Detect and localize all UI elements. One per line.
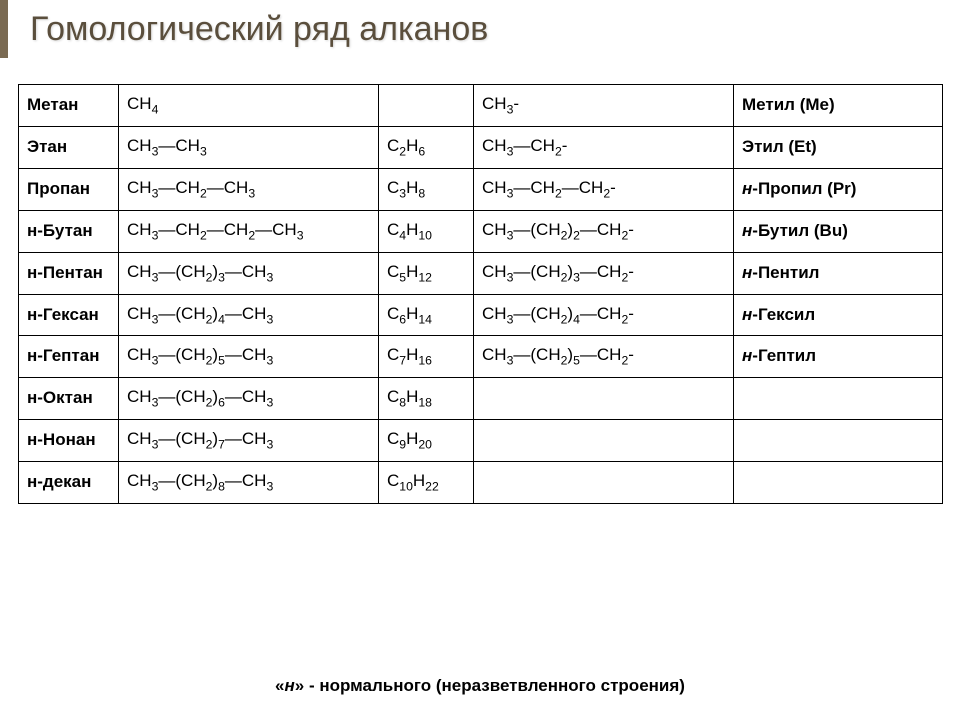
alkane-name: Пропан <box>19 168 119 210</box>
alkane-formula <box>379 85 474 127</box>
alkane-structure: CH3—CH3 <box>119 126 379 168</box>
radical-structure: CH3—(CH2)3—CH2- <box>474 252 734 294</box>
radical-name: н-Пропил (Pr) <box>734 168 943 210</box>
alkane-name: н-Нонан <box>19 420 119 462</box>
table-row: н-НонанCH3—(CH2)7—CH3C9H20 <box>19 420 943 462</box>
homologous-table-wrap: МетанCH4CH3-Метил (Me)ЭтанCH3—CH3C2H6CH3… <box>18 84 942 504</box>
radical-name <box>734 420 943 462</box>
table-row: ПропанCH3—CH2—CH3C3H8CH3—CH2—CH2-н-Пропи… <box>19 168 943 210</box>
alkane-structure: CH3—CH2—CH2—CH3 <box>119 210 379 252</box>
footnote: «н» - нормального (неразветвленного стро… <box>0 676 960 696</box>
alkane-structure: CH3—(CH2)6—CH3 <box>119 378 379 420</box>
radical-structure: CH3—(CH2)4—CH2- <box>474 294 734 336</box>
alkane-formula: C8H18 <box>379 378 474 420</box>
radical-name: Этил (Et) <box>734 126 943 168</box>
alkane-formula: C5H12 <box>379 252 474 294</box>
radical-name <box>734 462 943 504</box>
alkane-formula: C2H6 <box>379 126 474 168</box>
homologous-table: МетанCH4CH3-Метил (Me)ЭтанCH3—CH3C2H6CH3… <box>18 84 943 504</box>
table-row: ЭтанCH3—CH3C2H6CH3—CH2-Этил (Et) <box>19 126 943 168</box>
radical-name: н-Пентил <box>734 252 943 294</box>
table-row: МетанCH4 CH3-Метил (Me) <box>19 85 943 127</box>
alkane-name: н-декан <box>19 462 119 504</box>
alkane-structure: CH3—(CH2)3—CH3 <box>119 252 379 294</box>
alkane-name: н-Гексан <box>19 294 119 336</box>
table-row: н-ПентанCH3—(CH2)3—CH3C5H12CH3—(CH2)3—CH… <box>19 252 943 294</box>
radical-name: Метил (Me) <box>734 85 943 127</box>
radical-structure: CH3—CH2- <box>474 126 734 168</box>
radical-structure: CH3—(CH2)2—CH2- <box>474 210 734 252</box>
radical-name: н-Бутил (Bu) <box>734 210 943 252</box>
alkane-formula: C7H16 <box>379 336 474 378</box>
alkane-formula: C9H20 <box>379 420 474 462</box>
radical-structure <box>474 462 734 504</box>
alkane-formula: C6H14 <box>379 294 474 336</box>
alkane-name: н-Пентан <box>19 252 119 294</box>
radical-structure: CH3—(CH2)5—CH2- <box>474 336 734 378</box>
table-row: н-ГексанCH3—(CH2)4—CH3C6H14CH3—(CH2)4—CH… <box>19 294 943 336</box>
radical-name <box>734 378 943 420</box>
alkane-structure: CH3—(CH2)8—CH3 <box>119 462 379 504</box>
table-row: н-ГептанCH3—(CH2)5—CH3C7H16CH3—(CH2)5—CH… <box>19 336 943 378</box>
radical-name: н-Гептил <box>734 336 943 378</box>
radical-structure: CH3- <box>474 85 734 127</box>
table-row: н-БутанCH3—CH2—CH2—CH3C4H10CH3—(CH2)2—CH… <box>19 210 943 252</box>
alkane-structure: CH3—(CH2)5—CH3 <box>119 336 379 378</box>
radical-structure <box>474 378 734 420</box>
alkane-name: н-Октан <box>19 378 119 420</box>
table-row: н-ОктанCH3—(CH2)6—CH3C8H18 <box>19 378 943 420</box>
alkane-name: Метан <box>19 85 119 127</box>
table-row: н-деканCH3—(CH2)8—CH3C10H22 <box>19 462 943 504</box>
radical-structure: CH3—CH2—CH2- <box>474 168 734 210</box>
radical-name: н-Гексил <box>734 294 943 336</box>
alkane-name: н-Гептан <box>19 336 119 378</box>
alkane-formula: C3H8 <box>379 168 474 210</box>
alkane-formula: C10H22 <box>379 462 474 504</box>
alkane-name: н-Бутан <box>19 210 119 252</box>
alkane-structure: CH4 <box>119 85 379 127</box>
radical-structure <box>474 420 734 462</box>
alkane-structure: CH3—CH2—CH3 <box>119 168 379 210</box>
accent-bar <box>0 0 8 58</box>
alkane-name: Этан <box>19 126 119 168</box>
alkane-formula: C4H10 <box>379 210 474 252</box>
alkane-structure: CH3—(CH2)4—CH3 <box>119 294 379 336</box>
page-title: Гомологический ряд алканов <box>30 10 488 49</box>
alkane-structure: CH3—(CH2)7—CH3 <box>119 420 379 462</box>
